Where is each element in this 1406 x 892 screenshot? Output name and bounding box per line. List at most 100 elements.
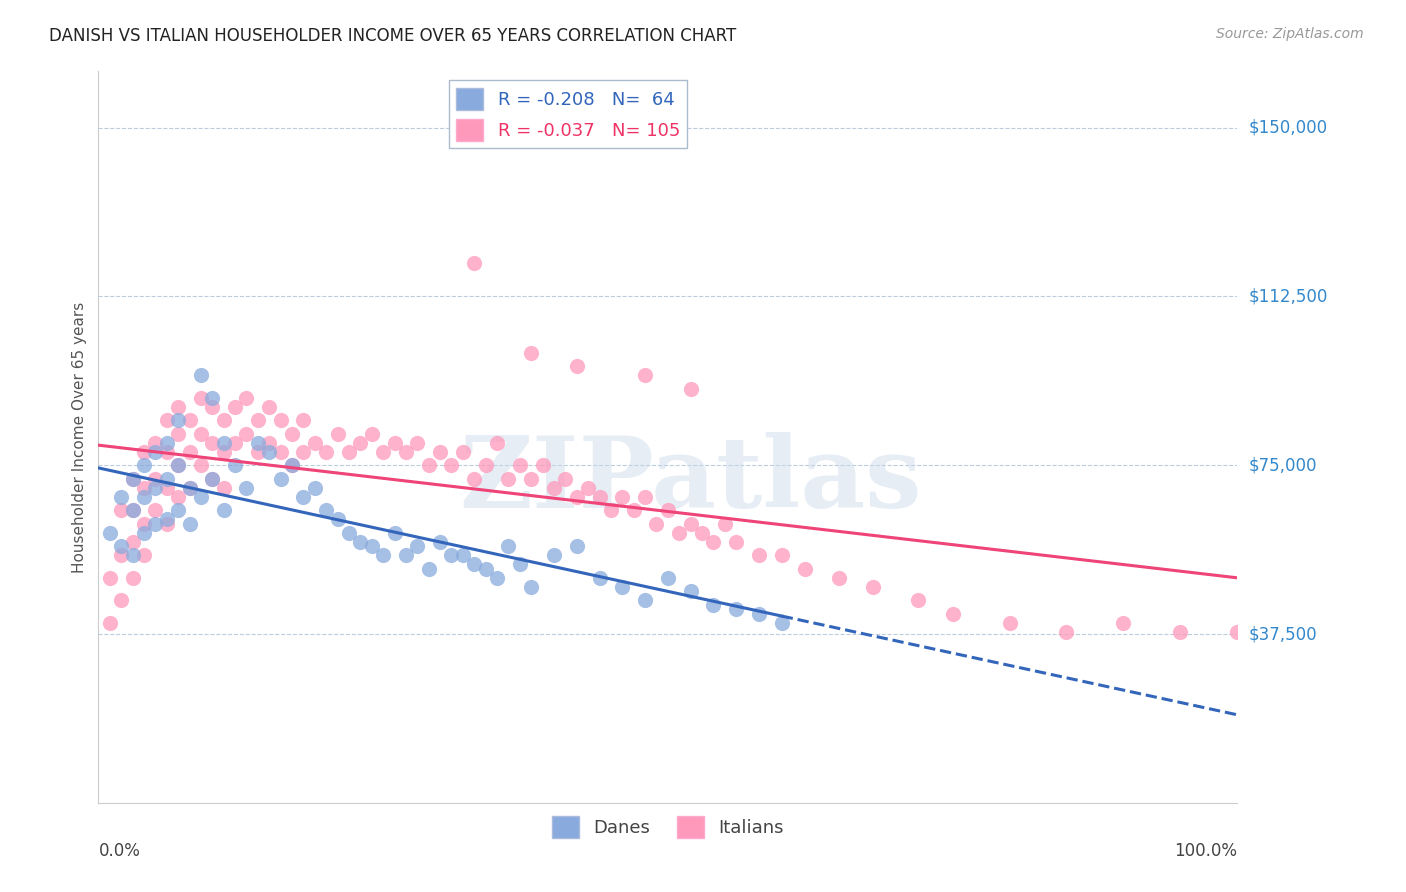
Point [714,516,737,531]
Text: 100.0%: 100.0% [1174,842,1237,860]
Point [235,426,257,441]
Point [337,444,360,458]
Point [690,525,713,540]
Point [224,400,246,414]
Point [371,444,394,458]
Point [259,444,281,458]
Point [121,571,143,585]
Point [167,458,190,473]
Y-axis label: Householder Income Over 65 years: Householder Income Over 65 years [72,301,87,573]
Point [224,435,246,450]
Point [281,458,304,473]
Point [315,444,337,458]
Point [543,481,565,495]
Point [259,435,281,450]
Point [201,400,224,414]
Point [190,368,212,383]
Point [110,503,132,517]
Point [486,435,509,450]
Point [156,516,179,531]
Point [406,539,429,553]
Point [543,548,565,562]
Point [145,472,167,486]
Point [145,481,167,495]
Point [145,444,167,458]
Point [451,548,474,562]
Point [201,391,224,405]
Point [702,534,724,549]
Point [179,481,201,495]
Point [270,413,292,427]
Point [498,472,520,486]
Text: $75,000: $75,000 [1249,456,1317,475]
Point [121,534,143,549]
Point [474,562,496,576]
Point [907,593,929,607]
Point [156,413,179,427]
Point [770,548,793,562]
Point [509,458,531,473]
Point [1112,615,1135,630]
Point [145,516,167,531]
Point [121,472,143,486]
Point [224,458,246,473]
Point [304,435,326,450]
Text: $37,500: $37,500 [1249,625,1317,643]
Point [270,444,292,458]
Point [179,444,201,458]
Point [132,516,155,531]
Point [190,490,212,504]
Point [748,607,770,621]
Point [679,584,702,599]
Point [418,458,440,473]
Point [110,490,132,504]
Point [212,444,235,458]
Point [440,548,463,562]
Point [588,571,610,585]
Point [463,558,485,572]
Point [201,435,224,450]
Point [770,615,793,630]
Point [190,426,212,441]
Point [145,435,167,450]
Point [156,444,179,458]
Point [132,548,155,562]
Point [110,539,132,553]
Point [167,490,190,504]
Point [190,391,212,405]
Point [304,481,326,495]
Point [246,435,269,450]
Point [384,525,406,540]
Point [190,458,212,473]
Point [98,571,121,585]
Point [565,539,588,553]
Point [486,571,509,585]
Point [474,458,496,473]
Point [520,472,543,486]
Point [167,413,190,427]
Point [360,426,382,441]
Point [668,525,690,540]
Point [167,503,190,517]
Point [1226,624,1249,639]
Point [292,413,315,427]
Point [179,481,201,495]
Point [576,481,599,495]
Point [679,516,702,531]
Point [132,458,155,473]
Point [281,426,304,441]
Point [862,580,884,594]
Text: $150,000: $150,000 [1249,119,1327,136]
Point [292,490,315,504]
Point [235,391,257,405]
Point [167,426,190,441]
Point [121,472,143,486]
Point [326,426,349,441]
Text: 0.0%: 0.0% [98,842,141,860]
Point [212,413,235,427]
Point [371,548,394,562]
Text: DANISH VS ITALIAN HOUSEHOLDER INCOME OVER 65 YEARS CORRELATION CHART: DANISH VS ITALIAN HOUSEHOLDER INCOME OVE… [49,27,737,45]
Point [201,472,224,486]
Point [179,516,201,531]
Point [98,615,121,630]
